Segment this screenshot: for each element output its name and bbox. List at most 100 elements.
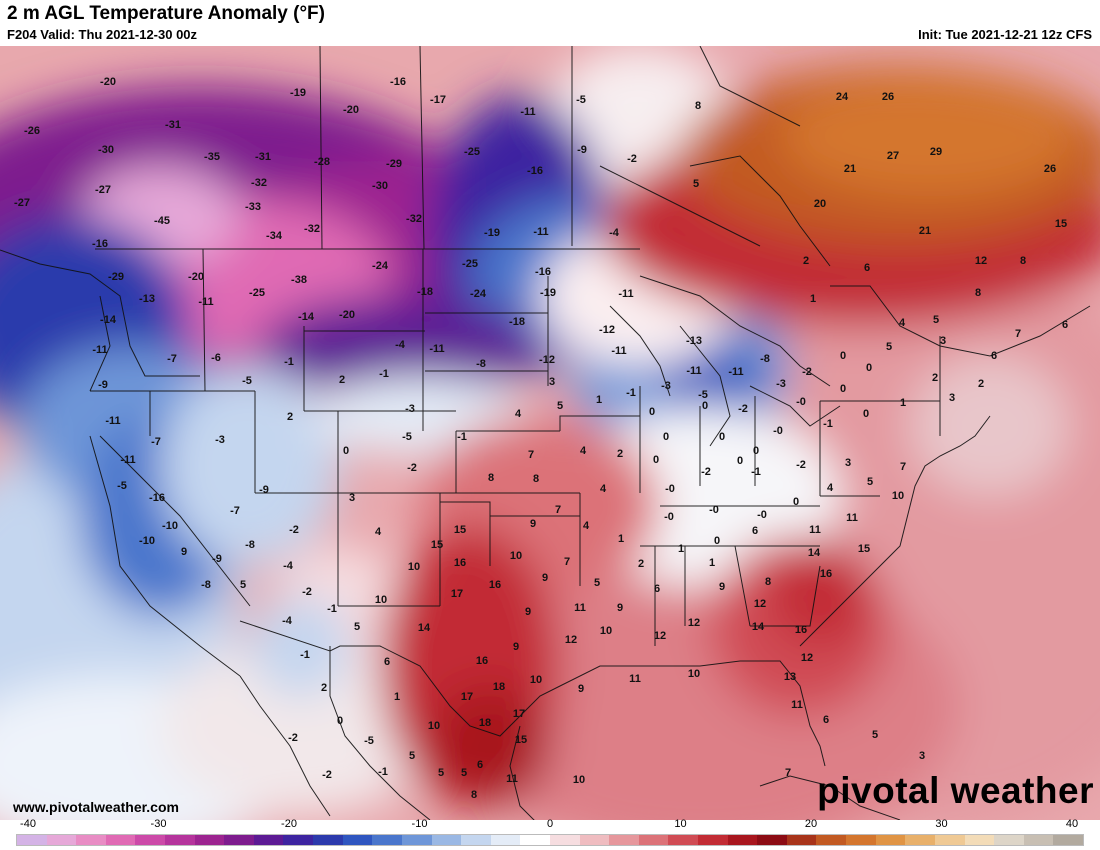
- anomaly-label: -27: [95, 184, 111, 196]
- anomaly-label: -10: [139, 535, 155, 547]
- anomaly-label: -5: [364, 735, 374, 747]
- anomaly-label: 26: [1043, 163, 1057, 175]
- anomaly-label: -7: [167, 353, 177, 365]
- anomaly-label: -38: [291, 274, 307, 286]
- anomaly-label: -8: [201, 579, 211, 591]
- anomaly-label: 17: [512, 708, 526, 720]
- anomaly-label: 21: [843, 163, 857, 175]
- anomaly-label: -3: [405, 403, 415, 415]
- anomaly-label: -4: [283, 560, 293, 572]
- colorbar-swatch: [579, 835, 610, 845]
- anomaly-label: 8: [487, 472, 495, 484]
- anomaly-label: -17: [430, 94, 446, 106]
- anomaly-label: -8: [245, 539, 255, 551]
- anomaly-label: -13: [139, 293, 155, 305]
- colorbar-swatch: [668, 835, 699, 845]
- colorbar-swatch: [549, 835, 580, 845]
- anomaly-label: -28: [314, 156, 330, 168]
- anomaly-label: 14: [751, 621, 765, 633]
- anomaly-label: -2: [796, 459, 806, 471]
- anomaly-label: 8: [470, 789, 478, 801]
- anomaly-label: -27: [14, 197, 30, 209]
- anomaly-label: 0: [342, 445, 350, 457]
- colorbar-swatch: [165, 835, 195, 845]
- colorbar-ticks: -40 -30 -20 -10 0 10 20 30 40: [0, 818, 1100, 834]
- anomaly-label: 6: [653, 583, 661, 595]
- anomaly-label: 20: [813, 198, 827, 210]
- colorbar-swatch: [994, 835, 1024, 845]
- anomaly-label: -16: [535, 266, 551, 278]
- anomaly-label: -3: [661, 380, 671, 392]
- anomaly-label: -1: [300, 649, 310, 661]
- anomaly-label: -18: [509, 316, 525, 328]
- colorbar-swatch: [875, 835, 906, 845]
- anomaly-label: 2: [637, 558, 645, 570]
- anomaly-label: 21: [918, 225, 932, 237]
- colorbar-swatch: [194, 835, 225, 845]
- anomaly-label: -14: [298, 311, 314, 323]
- anomaly-label: -7: [151, 436, 161, 448]
- anomaly-label: -20: [343, 104, 359, 116]
- anomaly-label: 3: [844, 457, 852, 469]
- anomaly-label: -0: [757, 509, 767, 521]
- anomaly-label: -2: [302, 586, 312, 598]
- colorbar-swatch: [401, 835, 432, 845]
- anomaly-label: 6: [863, 262, 871, 274]
- colorbar-swatch: [816, 835, 847, 845]
- anomaly-label: -1: [284, 356, 294, 368]
- anomaly-label: 0: [336, 715, 344, 727]
- anomaly-label: -12: [599, 324, 615, 336]
- anomaly-label: -2: [701, 466, 711, 478]
- anomaly-label: 4: [582, 520, 590, 532]
- anomaly-label: 4: [374, 526, 382, 538]
- colorbar-swatch: [964, 835, 995, 845]
- anomaly-label: -2: [322, 769, 332, 781]
- colorbar-tick-label: 10: [674, 818, 687, 830]
- colorbar-swatch: [17, 835, 47, 845]
- anomaly-label: 0: [713, 535, 721, 547]
- brand-logo: pivotal weather: [817, 770, 1094, 811]
- anomaly-label: 13: [783, 671, 797, 683]
- anomaly-label: 10: [407, 561, 421, 573]
- anomaly-label: 1: [595, 394, 603, 406]
- colorbar-swatch: [727, 835, 758, 845]
- anomaly-label: 2: [320, 682, 328, 694]
- anomaly-label: -6: [211, 352, 221, 364]
- anomaly-label: 7: [1014, 328, 1022, 340]
- anomaly-label: -2: [627, 153, 637, 165]
- anomaly-label: -5: [117, 480, 127, 492]
- anomaly-label: -4: [395, 339, 405, 351]
- anomaly-label: -2: [802, 366, 812, 378]
- colorbar-tick-label: -10: [411, 818, 428, 830]
- colorbar-swatch: [431, 835, 462, 845]
- colorbar-swatch: [1053, 835, 1083, 845]
- colorbar-swatch: [1023, 835, 1054, 845]
- anomaly-label: 5: [353, 621, 361, 633]
- anomaly-label: -30: [372, 180, 388, 192]
- anomaly-label: -11: [686, 365, 702, 377]
- anomaly-label: -45: [154, 215, 170, 227]
- anomaly-label: -30: [98, 144, 114, 156]
- colorbar-swatch: [846, 835, 876, 845]
- anomaly-label: -0: [664, 511, 674, 523]
- anomaly-label: 11: [846, 512, 858, 524]
- anomaly-label: 1: [899, 397, 907, 409]
- colorbar-swatch: [76, 835, 106, 845]
- anomaly-label: 11: [629, 673, 641, 685]
- anomaly-label: -11: [533, 226, 549, 238]
- anomaly-label: 5: [885, 341, 893, 353]
- anomaly-label: 7: [527, 449, 535, 461]
- anomaly-label: -4: [282, 615, 292, 627]
- anomaly-label: 5: [437, 767, 445, 779]
- anomaly-label: 27: [886, 150, 900, 162]
- anomaly-label: 8: [974, 287, 982, 299]
- anomaly-label: 9: [529, 518, 537, 530]
- website-label: www.pivotalweather.com: [13, 799, 179, 815]
- anomaly-label: 10: [572, 774, 586, 786]
- anomaly-label: -19: [290, 87, 306, 99]
- anomaly-label: 5: [239, 579, 247, 591]
- anomaly-label: 3: [348, 492, 356, 504]
- anomaly-label: -32: [304, 223, 320, 235]
- anomaly-label: 2: [977, 378, 985, 390]
- anomaly-label: -13: [686, 335, 702, 347]
